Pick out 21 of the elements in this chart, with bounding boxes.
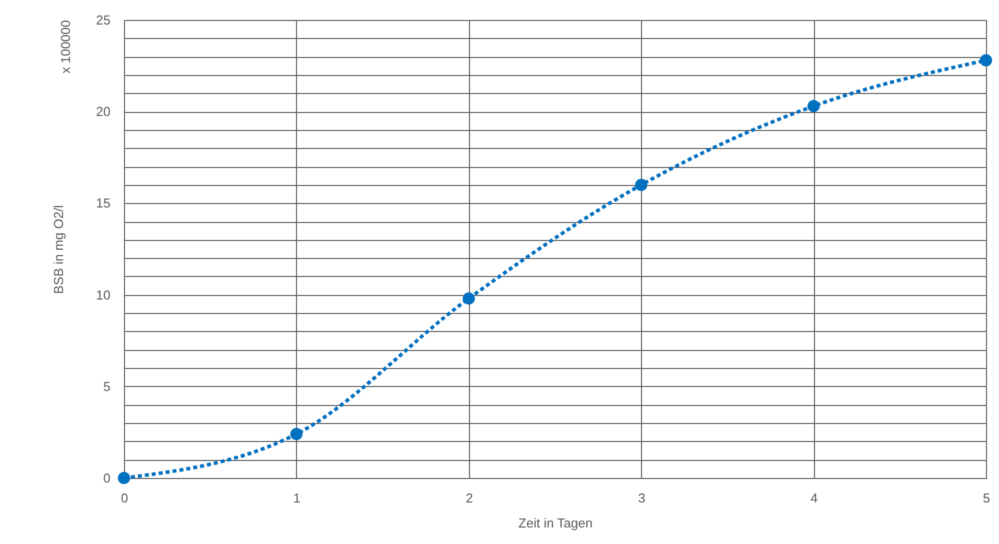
point [290, 428, 303, 440]
y-tick-label: 20 [96, 104, 110, 120]
x-tick-label: 0 [120, 490, 128, 506]
point [118, 472, 130, 484]
x-tick-label: 4 [810, 490, 818, 506]
x-tick-label: 1 [293, 490, 301, 506]
y-tick-label: 5 [103, 378, 110, 394]
x-tick-label: 5 [982, 490, 990, 506]
x-tick-label: 3 [638, 490, 646, 506]
point [635, 178, 648, 191]
y-axis-title: BSB in mg O2/l [51, 204, 66, 294]
y-tick-label: 0 [103, 470, 110, 486]
point [980, 54, 992, 66]
point [807, 100, 820, 112]
y-tick-label: 15 [96, 196, 110, 211]
point [462, 292, 475, 305]
y-tick-label: 10 [96, 287, 110, 302]
display-unit-note: x 100000 [58, 20, 73, 74]
x-axis-title: Zeit in Tagen [518, 516, 593, 530]
x-tick-label: 2 [466, 490, 473, 506]
y-tick-label: 25 [96, 12, 110, 28]
